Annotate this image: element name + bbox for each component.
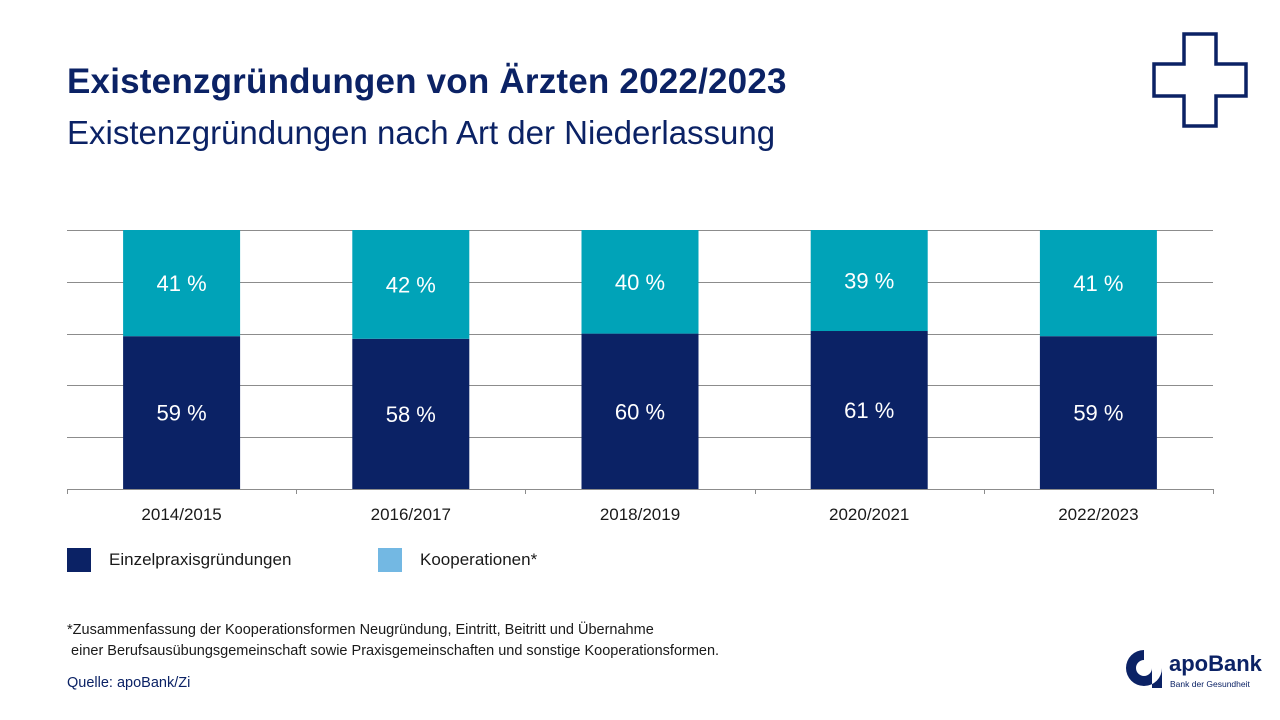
legend-label-kooperation: Kooperationen*: [420, 550, 538, 569]
bar-kooperation: [123, 230, 241, 337]
legend-item-kooperation: Kooperationen*: [378, 546, 537, 574]
apobank-logo-brand: apoBank: [1169, 651, 1262, 676]
bar-label-einzel: 59 %: [1073, 401, 1123, 426]
bar-einzel: [352, 338, 470, 489]
bar-label-einzel: 59 %: [157, 401, 207, 426]
apobank-logo-tagline: Bank der Gesundheit: [1170, 679, 1250, 689]
footnote-line-1: *Zusammenfassung der Kooperationsformen …: [67, 622, 654, 638]
x-tick-label: 2020/2021: [829, 505, 909, 524]
bar-einzel: [1039, 336, 1157, 489]
bar-label-kooperation: 42 %: [386, 272, 436, 297]
chart-subtitle: Existenzgründungen nach Art der Niederla…: [67, 114, 776, 151]
bars: 59 % 41 % 58 % 42 % 60 % 40 % 61 % 39 % 59 % 41 %: [123, 230, 1157, 489]
bar-kooperation: [352, 230, 470, 339]
bar-kooperation: [1039, 230, 1157, 337]
bar-label-kooperation: 41 %: [157, 271, 207, 296]
legend-label-einzel: Einzelpraxisgründungen: [109, 550, 292, 569]
stacked-bar-chart: 59 % 41 % 58 % 42 % 60 % 40 % 61 % 39 % 59 % 41 %…: [67, 230, 1214, 524]
bar-label-kooperation: 40 %: [615, 270, 665, 295]
x-tick-label: 2018/2019: [600, 505, 680, 524]
bar-kooperation: [581, 230, 699, 334]
x-tick-label: 2014/2015: [141, 505, 221, 524]
bar-label-kooperation: 41 %: [1073, 271, 1123, 296]
x-axis: 2014/2015 2016/2017 2018/2019 2020/2021 2022…: [67, 489, 1214, 524]
legend-swatch-kooperation: [378, 548, 402, 572]
apobank-logo: apoBank Bank der Gesundheit: [1124, 648, 1262, 692]
bar-einzel: [810, 331, 928, 489]
bar-label-einzel: 58 %: [386, 402, 436, 427]
bar-label-einzel: 60 %: [615, 399, 665, 424]
bar-einzel: [123, 336, 241, 489]
chart-title: Existenzgründungen von Ärzten 2022/2023: [67, 62, 787, 101]
bar-kooperation: [810, 230, 928, 332]
footnote-line-2: einer Berufsausübungsgemeinschaft sowie …: [67, 643, 720, 659]
bar-einzel: [581, 333, 699, 489]
medical-cross-icon: [1152, 32, 1248, 128]
x-tick-label: 2016/2017: [371, 505, 451, 524]
bar-label-einzel: 61 %: [844, 398, 894, 423]
apobank-logo-icon: [1126, 650, 1162, 688]
legend-item-einzel: Einzelpraxisgründungen: [67, 546, 291, 574]
footnote: *Zusammenfassung der Kooperationsformen …: [67, 620, 719, 662]
bar-label-kooperation: 39 %: [844, 269, 894, 294]
legend-swatch-einzel: [67, 548, 91, 572]
x-tick-label: 2022/2023: [1058, 505, 1138, 524]
source-note: Quelle: apoBank/Zi: [67, 675, 191, 691]
